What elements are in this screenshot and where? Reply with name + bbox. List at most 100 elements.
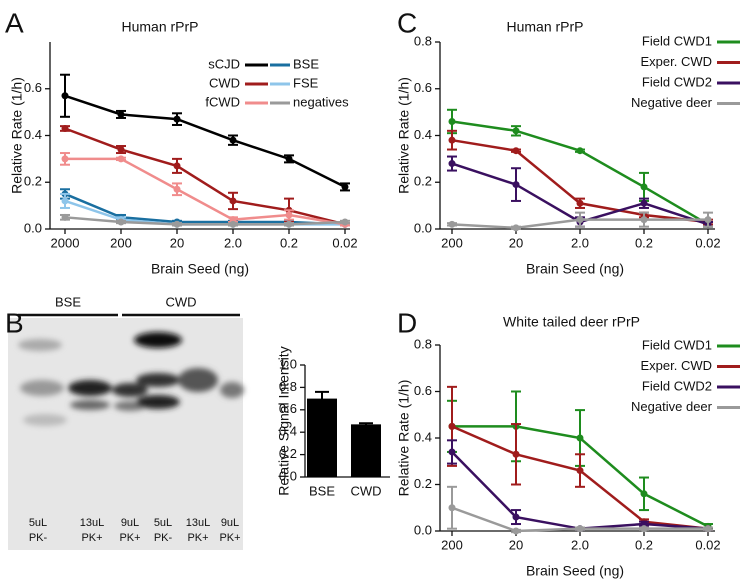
panel-letter: A xyxy=(5,7,24,38)
chart-title: Human rPrP xyxy=(506,19,583,35)
blot-lane-label: 13uL xyxy=(80,517,104,529)
series-line xyxy=(64,216,346,226)
blot-lane-label: PK- xyxy=(29,532,48,544)
y-tick-label: 0.6 xyxy=(24,80,42,95)
data-point xyxy=(229,197,237,205)
y-axis-label: Relative Signal Intensity xyxy=(276,346,292,495)
x-tick-label: 200 xyxy=(441,235,463,250)
x-tick-label: 2.0 xyxy=(224,235,242,250)
data-point xyxy=(576,434,584,442)
y-tick-label: 0.6 xyxy=(414,80,432,95)
x-tick-label: 0.2 xyxy=(635,235,653,250)
legend-label: Field CWD2 xyxy=(642,74,712,89)
y-tick-label: 0.2 xyxy=(24,174,42,189)
data-point xyxy=(512,527,520,535)
series-line xyxy=(64,127,346,226)
blot-lane-label: PK+ xyxy=(119,532,140,544)
data-point xyxy=(117,146,125,154)
x-axis-label: Brain Seed (ng) xyxy=(151,261,249,277)
x-tick-label: 20 xyxy=(170,235,184,250)
data-point xyxy=(61,197,69,205)
blot-group-label: BSE xyxy=(55,294,81,309)
data-point xyxy=(576,216,584,224)
y-tick-label: 0.8 xyxy=(414,33,432,48)
blot-image xyxy=(8,318,243,550)
x-tick-label: 2.0 xyxy=(571,537,589,552)
data-point xyxy=(512,450,520,458)
data-point xyxy=(341,218,349,226)
panel-letter: B xyxy=(5,307,24,338)
x-tick-label: 200 xyxy=(110,235,132,250)
data-point xyxy=(173,162,181,170)
data-point xyxy=(285,220,293,228)
data-point xyxy=(61,213,69,221)
data-point xyxy=(173,220,181,228)
data-point xyxy=(61,124,69,132)
data-point xyxy=(640,525,648,533)
data-point xyxy=(640,183,648,191)
blot-lane-label: 9uL xyxy=(221,517,239,529)
data-point xyxy=(512,181,520,189)
x-tick-label: 0.02 xyxy=(695,235,720,250)
chart-title: White tailed deer rPrP xyxy=(503,314,640,330)
data-point xyxy=(341,183,349,191)
x-tick-label: 0.2 xyxy=(280,235,298,250)
data-point xyxy=(448,136,456,144)
blot-lane-label: 5uL xyxy=(154,517,172,529)
bar xyxy=(307,398,337,477)
y-tick-label: 0.0 xyxy=(414,522,432,537)
y-tick-label: 0.4 xyxy=(414,429,432,444)
data-point xyxy=(173,185,181,193)
legend-label: Negative deer xyxy=(631,399,713,414)
blot-lane-label: PK- xyxy=(154,532,173,544)
data-point xyxy=(448,422,456,430)
data-point xyxy=(448,504,456,512)
data-point xyxy=(61,155,69,163)
data-point xyxy=(576,147,584,155)
data-point xyxy=(448,160,456,168)
x-tick-label: 20 xyxy=(509,537,523,552)
legend-label: sCJD xyxy=(208,56,240,71)
panel-letter: C xyxy=(397,7,417,38)
blot-lane-label: 9uL xyxy=(121,517,139,529)
legend-label: fCWD xyxy=(205,94,240,109)
data-point xyxy=(285,211,293,219)
data-point xyxy=(61,92,69,100)
x-tick-label: 0.02 xyxy=(332,235,357,250)
x-tick-label: 0.2 xyxy=(635,537,653,552)
y-axis-label: Relative Rate (1/h) xyxy=(9,77,25,194)
legend-label: CWD xyxy=(209,75,240,90)
y-axis-label: Relative Rate (1/h) xyxy=(396,380,412,497)
data-point xyxy=(448,117,456,125)
blot-lane-label: PK+ xyxy=(81,532,102,544)
legend-label: FSE xyxy=(293,75,319,90)
series-line xyxy=(65,157,346,226)
chart-title: Human rPrP xyxy=(121,19,198,35)
series-line xyxy=(64,94,346,189)
legend-label: Exper. CWD xyxy=(640,358,712,373)
data-point xyxy=(512,127,520,135)
y-tick-label: 0.2 xyxy=(414,476,432,491)
legend-label: negatives xyxy=(293,94,349,109)
data-point xyxy=(640,216,648,224)
x-axis-label: Brain Seed (ng) xyxy=(526,563,624,579)
blot-bands xyxy=(18,332,244,426)
data-point xyxy=(448,220,456,228)
legend-label: Field CWD2 xyxy=(642,378,712,393)
data-point xyxy=(640,490,648,498)
y-tick-label: 0.6 xyxy=(279,401,297,416)
legend-label: Exper. CWD xyxy=(640,54,712,69)
x-tick-label: 2000 xyxy=(51,235,80,250)
y-axis-label: Relative Rate (1/h) xyxy=(396,77,412,194)
x-tick-label: 0.02 xyxy=(695,537,720,552)
x-tick-label: 20 xyxy=(509,235,523,250)
data-point xyxy=(576,467,584,475)
x-axis-label: Brain Seed (ng) xyxy=(526,261,624,277)
y-tick-label: 0.6 xyxy=(414,383,432,398)
bar xyxy=(351,424,381,477)
legend-label: Negative deer xyxy=(631,95,713,110)
legend-label: Field CWD1 xyxy=(642,33,712,48)
blot-lane-label: 13uL xyxy=(186,517,210,529)
y-tick-label: 0.4 xyxy=(279,424,297,439)
data-point xyxy=(704,216,712,224)
